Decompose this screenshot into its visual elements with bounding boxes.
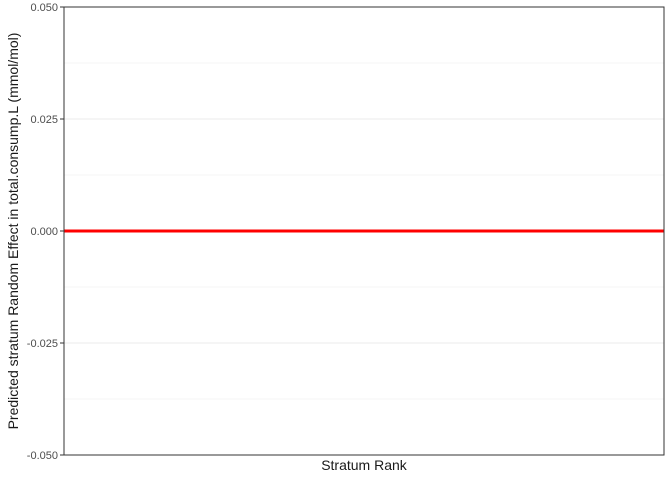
y-tick-label: -0.025 bbox=[27, 338, 58, 350]
x-axis-title: Stratum Rank bbox=[321, 457, 408, 473]
y-tick-label: 0.025 bbox=[30, 114, 58, 126]
y-axis-title: Predicted stratum Random Effect in total… bbox=[5, 33, 21, 430]
y-tick-label: -0.050 bbox=[27, 450, 58, 462]
y-tick-label: 0.000 bbox=[30, 226, 58, 238]
y-tick-label: 0.050 bbox=[30, 2, 58, 14]
y-axis: -0.050 -0.025 0.000 0.025 0.050 bbox=[27, 2, 64, 462]
